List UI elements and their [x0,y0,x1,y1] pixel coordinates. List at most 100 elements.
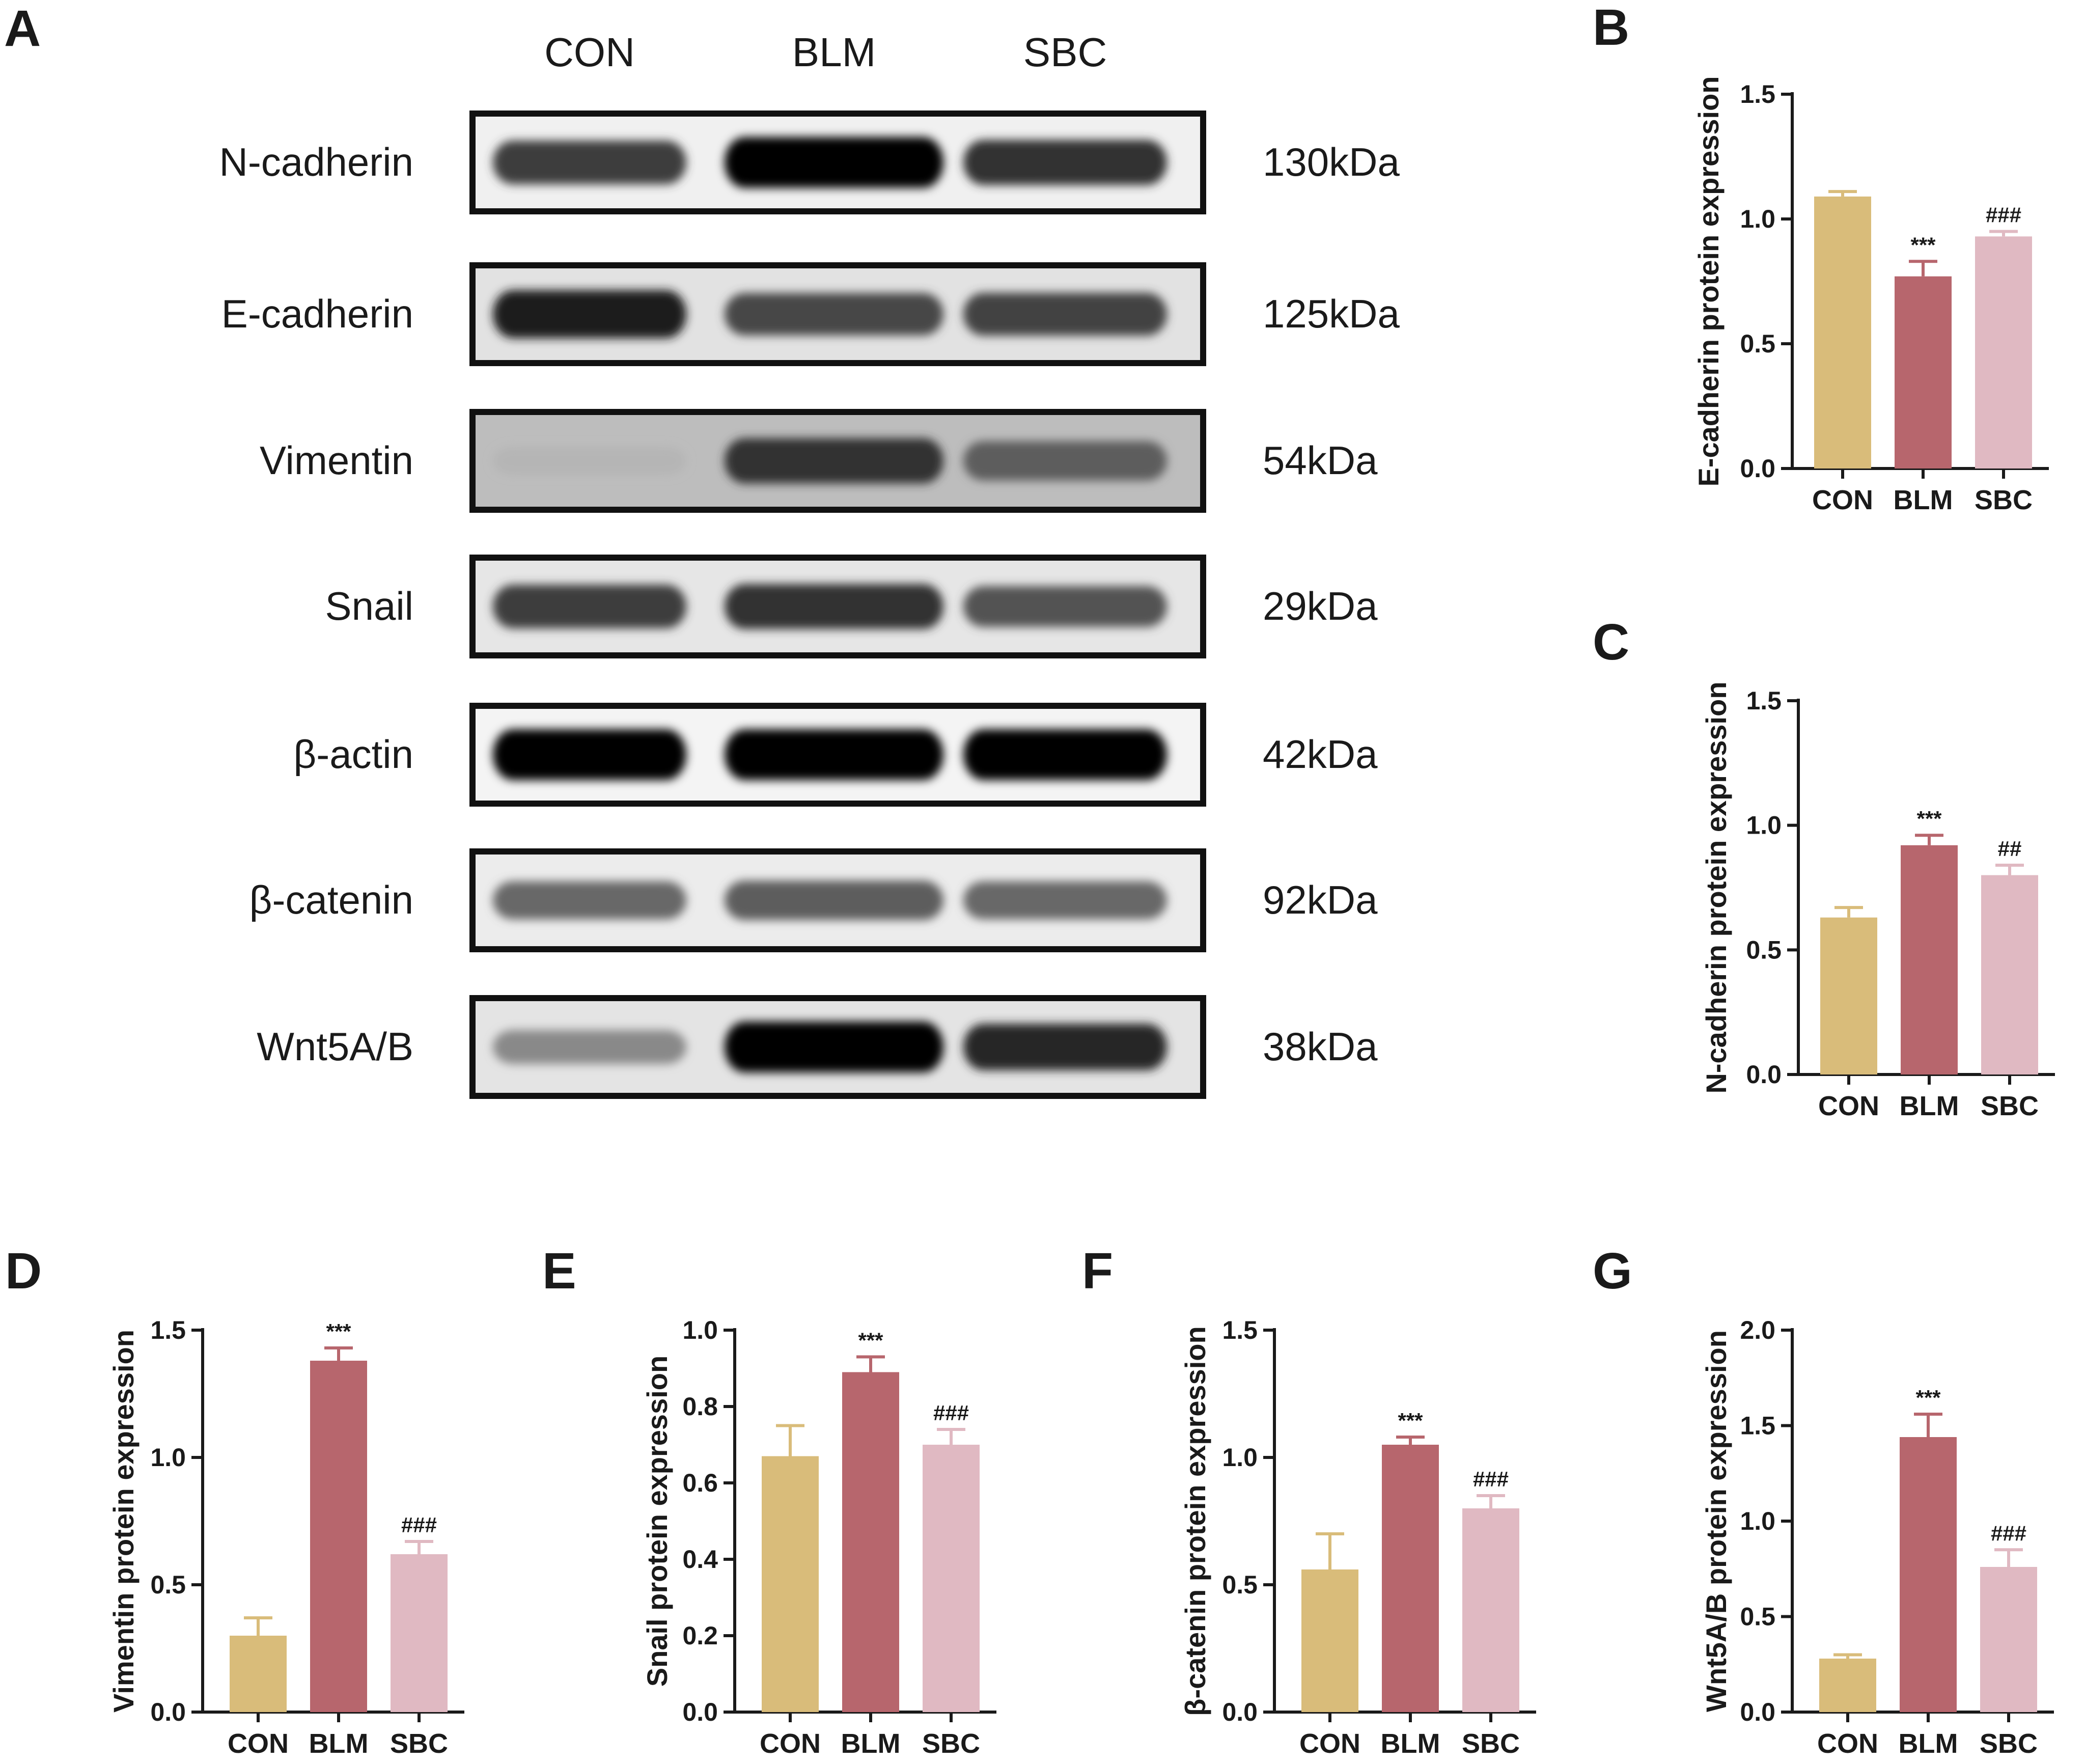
y-tick-label: 1.0 [1746,811,1782,840]
x-category-label: BLM [309,1728,369,1759]
chart-b: B E-cadherin protein expression 0.0 0.5 1.0 1… [1593,0,2049,515]
blot-protein-label: Vimentin [260,438,413,483]
blot-band [963,1024,1167,1070]
significance-label: ### [1986,203,2021,227]
blot-protein-label: N-cadherin [219,140,413,184]
blot-kda-label: 42kDa [1263,732,1378,777]
blot-frame [469,995,1206,1099]
y-tick-label: 1.0 [1740,1507,1775,1535]
blot-row-1: N-cadherin 130kDa [219,111,1400,214]
significance-label: *** [1916,807,1942,831]
x-category-label: SBC [390,1728,448,1759]
y-tick-label: 0.0 [1740,454,1775,483]
chart-e: E Snail protein expression 0.0 0.2 0.4 0.6 0.8… [542,1243,996,1759]
panel-letter-d: D [5,1243,42,1300]
significance-label: ### [401,1513,437,1537]
blot-band [725,729,943,780]
y-tick-label: 1.5 [150,1316,186,1344]
y-tick-label: 1.5 [1222,1316,1258,1344]
blot-band [963,292,1167,336]
bar-blm [1900,1437,1957,1712]
significance-label: *** [1915,1386,1941,1410]
blot-band [493,141,686,184]
y-tick-label: 1.0 [682,1316,718,1344]
significance-label: ### [1991,1521,2026,1545]
y-tick-label: 0.0 [1746,1060,1782,1089]
y-tick-label: 0.5 [1746,935,1782,964]
significance-label: *** [858,1329,883,1353]
y-axis-label: N-cadherin protein expression [1700,681,1732,1093]
blot-band [493,585,686,628]
bar-sbc [1975,236,2032,468]
bar-con [230,1636,287,1712]
bar-con [1814,196,1871,468]
significance-label: *** [1910,233,1936,257]
blot-band [963,140,1167,185]
lane-label-sbc: SBC [1023,30,1107,75]
bar-sbc [391,1554,448,1712]
panel-letter-g: G [1593,1243,1632,1300]
x-category-label: BLM [1899,1728,1958,1759]
y-tick-label: 0.6 [682,1469,718,1497]
bar-con [1301,1569,1358,1712]
lane-label-blm: BLM [792,30,876,75]
blot-protein-label: E-cadherin [221,291,413,336]
panel-letter-f: F [1082,1243,1113,1300]
blot-kda-label: 92kDa [1263,877,1378,922]
chart-c: C N-cadherin protein expression 0.0 0.5 1.0 1… [1593,614,2055,1121]
blot-band [725,293,943,336]
x-category-label: SBC [922,1728,980,1759]
bar-blm [1901,845,1958,1074]
bar-blm [310,1361,367,1712]
blot-frame [469,111,1206,214]
x-category-label: SBC [1975,485,2033,515]
blot-band [493,881,686,920]
y-tick-label: 1.5 [1746,686,1782,715]
blot-row-4: Snail 29kDa [325,555,1378,658]
blot-kda-label: 130kDa [1263,140,1400,184]
bar-blm [1382,1445,1439,1712]
bar-sbc [1462,1508,1519,1712]
y-tick-label: 1.0 [150,1443,186,1472]
bar-sbc [1981,875,2038,1074]
y-axis-label: β-catenin protein expression [1179,1326,1211,1716]
bar-sbc [923,1445,980,1712]
chart-g: G Wnt5A/B protein expression 0.0 0.5 1.0 1.5 2… [1593,1243,2054,1759]
blot-protein-label: β-actin [293,732,413,777]
y-tick-label: 2.0 [1740,1316,1775,1344]
y-tick-label: 0.5 [1740,329,1775,358]
y-tick-label: 0.5 [150,1570,186,1599]
chart-d: D Vimentin protein expression 0.0 0.5 1.0 1.5… [5,1243,464,1759]
blot-band [725,137,943,188]
y-tick-label: 0.0 [682,1698,718,1726]
y-tick-label: 0.0 [1222,1698,1258,1726]
blot-band [963,729,1167,780]
blot-kda-label: 54kDa [1263,438,1378,483]
y-tick-label: 0.0 [150,1698,186,1726]
blot-row-3: Vimentin 54kDa [260,409,1378,513]
x-category-label: CON [228,1728,289,1759]
x-category-label: CON [1818,1091,1879,1121]
x-category-label: SBC [1980,1728,2038,1759]
x-category-label: CON [1817,1728,1878,1759]
bar-con [1820,917,1877,1074]
y-tick-label: 1.5 [1740,1412,1775,1440]
y-tick-label: 0.5 [1222,1570,1258,1599]
y-tick-label: 0.4 [682,1545,718,1574]
blot-band [725,584,943,629]
x-category-label: BLM [1381,1728,1440,1759]
x-category-label: CON [1812,485,1873,515]
panel-letter-c: C [1593,614,1629,671]
y-axis-label: Wnt5A/B protein expression [1700,1330,1732,1712]
blot-protein-label: Wnt5A/B [257,1024,413,1069]
chart-f: Fβ-catenin protein expression 0.0 0.5 1.0 1.… [1082,1243,1536,1759]
y-axis-label: Vimentin protein expression [107,1330,140,1713]
blot-band [725,1022,943,1072]
y-tick-label: 0.5 [1740,1603,1775,1631]
x-category-label: BLM [1900,1091,1959,1121]
blot-frame [469,703,1206,807]
y-axis-label: E-cadherin protein expression [1692,76,1725,487]
x-category-label: SBC [1981,1091,2039,1121]
y-tick-label: 0.2 [682,1621,718,1650]
